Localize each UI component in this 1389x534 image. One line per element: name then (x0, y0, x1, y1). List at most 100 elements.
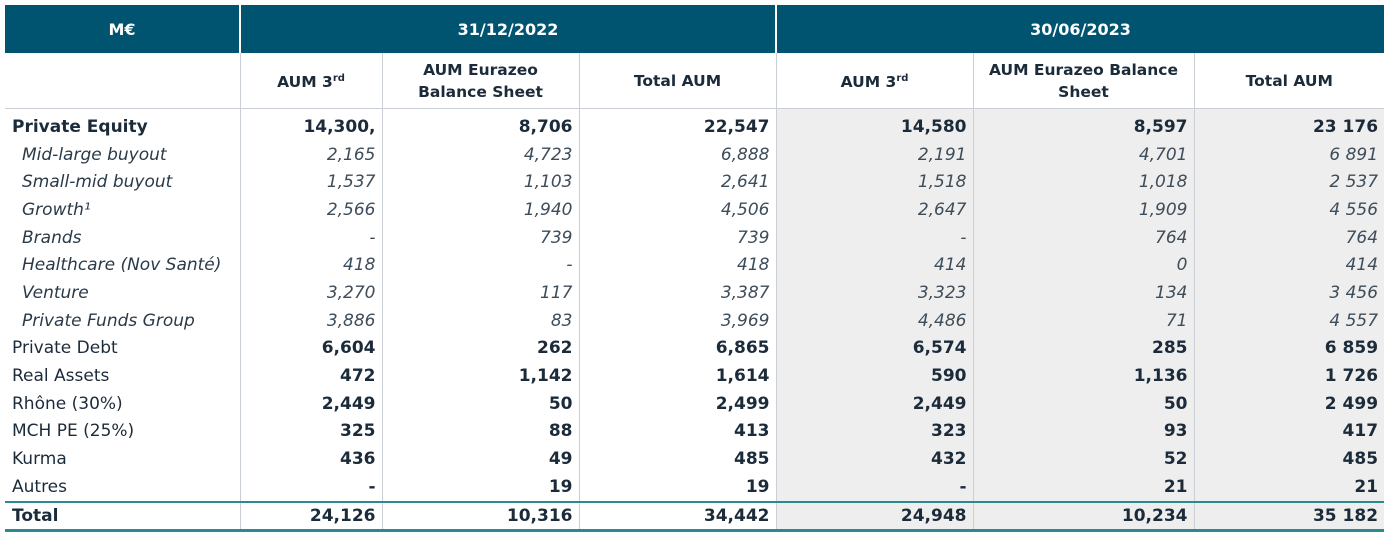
value-cell: 88 (382, 417, 580, 446)
table-row: Autres -19 19-21 21 (5, 472, 1385, 502)
value-cell: 2,566 (240, 196, 383, 224)
value-cell: 6 891 (1194, 140, 1385, 169)
value-cell: 590 (776, 362, 974, 390)
row-label: Kurma (5, 445, 241, 473)
row-label: Autres (5, 472, 241, 502)
value-cell: 6,574 (776, 334, 974, 363)
value-cell: 83 (382, 306, 580, 335)
value-cell: 323 (776, 417, 974, 446)
row-label: Private Debt (5, 334, 241, 363)
value-cell: 4,701 (973, 140, 1195, 169)
value-cell: 1,940 (382, 196, 580, 224)
value-cell: 3,387 (579, 279, 777, 307)
value-cell: 3,270 (240, 279, 383, 307)
value-cell: 3,323 (776, 279, 974, 307)
row-label: Mid-large buyout (5, 140, 241, 169)
value-cell: 414 (1194, 251, 1385, 280)
table-row: Mid-large buyout 2,165 4,723 6,888 2,191 4,70… (5, 140, 1385, 169)
value-cell: 19 (579, 472, 777, 502)
value-cell: 2,647 (776, 196, 974, 224)
value-cell: 3,969 (579, 306, 777, 335)
aum-table-container: M€ 31/12/2022 30/06/2023 AUM 3rd AUM Eur… (5, 5, 1385, 532)
value-cell: 485 (1194, 445, 1385, 473)
value-cell: 3,886 (240, 306, 383, 335)
value-cell: - (382, 251, 580, 280)
value-cell: 14,300, (240, 108, 383, 141)
col-header-balance-2023: AUM Eurazeo Balance Sheet (973, 53, 1195, 109)
row-label: Total (5, 500, 241, 532)
value-cell: 50 (382, 389, 580, 418)
value-cell: 417 (1194, 417, 1385, 446)
value-cell: 2,449 (776, 389, 974, 418)
value-cell: 262 (382, 334, 580, 363)
value-cell: 117 (382, 279, 580, 307)
col-header-aum3-2023: AUM 3rd (776, 53, 974, 109)
table-row: Total 24,126 10,316 34,442 24,948 10,234 35 18… (5, 500, 1385, 532)
col-header-total-2023: Total AUM (1194, 53, 1385, 109)
value-cell: - (776, 223, 974, 252)
table-row: Rhône (30%) 2,449 50 2,499 2,449 50 2 499 (5, 389, 1385, 418)
value-cell: 1,537 (240, 168, 383, 197)
value-cell: 2,165 (240, 140, 383, 169)
value-cell: 52 (973, 445, 1195, 473)
value-cell: 6 859 (1194, 334, 1385, 363)
value-cell: 2 537 (1194, 168, 1385, 197)
value-cell: 325 (240, 417, 383, 446)
value-cell: 4 556 (1194, 196, 1385, 224)
value-cell: 34,442 (579, 500, 777, 532)
value-cell: - (240, 223, 383, 252)
value-cell: 4,506 (579, 196, 777, 224)
table-row: Private Equity 14,300, 8,706 22,547 14,580 8,… (5, 108, 1385, 141)
value-cell: 8,597 (973, 108, 1195, 141)
value-cell: 22,547 (579, 108, 777, 141)
table-row: MCH PE (25%) 325 88 413 323 93 417 (5, 417, 1385, 446)
value-cell: 19 (382, 472, 580, 502)
row-label: Growth¹ (5, 196, 241, 224)
table-row: Private Funds Group 3,886 83 3,969 4,486 71 4 … (5, 306, 1385, 335)
value-cell: 414 (776, 251, 974, 280)
value-cell: 2,191 (776, 140, 974, 169)
value-cell: 23 176 (1194, 108, 1385, 141)
value-cell: 134 (973, 279, 1195, 307)
row-label: Real Assets (5, 362, 241, 390)
value-cell: 285 (973, 334, 1195, 363)
value-cell: 1 726 (1194, 362, 1385, 390)
value-cell: 24,126 (240, 500, 383, 532)
value-cell: - (776, 472, 974, 502)
table-row: Brands -739 739-764 764 (5, 223, 1385, 252)
table-row: Healthcare (Nov Santé) 418-418 414 0 414 (5, 251, 1385, 280)
period-header-row: M€ 31/12/2022 30/06/2023 (5, 5, 1385, 53)
value-cell: 1,103 (382, 168, 580, 197)
value-cell: 6,604 (240, 334, 383, 363)
row-label: Private Equity (5, 108, 241, 141)
row-label: Private Funds Group (5, 306, 241, 335)
col-header-total-2022: Total AUM (579, 53, 777, 109)
value-cell: 2,499 (579, 389, 777, 418)
value-cell: 1,136 (973, 362, 1195, 390)
value-cell: 50 (973, 389, 1195, 418)
value-cell: 6,888 (579, 140, 777, 169)
row-label: Venture (5, 279, 241, 307)
value-cell: 21 (1194, 472, 1385, 502)
value-cell: 14,580 (776, 108, 974, 141)
value-cell: 413 (579, 417, 777, 446)
value-cell: 4 557 (1194, 306, 1385, 335)
value-cell: 1,909 (973, 196, 1195, 224)
value-cell: 1,518 (776, 168, 974, 197)
value-cell: 739 (382, 223, 580, 252)
value-cell: 1,142 (382, 362, 580, 390)
value-cell: 485 (579, 445, 777, 473)
value-cell: 432 (776, 445, 974, 473)
period-header-2023: 30/06/2023 (776, 5, 1385, 53)
value-cell: 10,316 (382, 500, 580, 532)
value-cell: 2,641 (579, 168, 777, 197)
table-body: Private Equity 14,300, 8,706 22,547 14,580 8,… (5, 108, 1385, 532)
aum-table: M€ 31/12/2022 30/06/2023 AUM 3rd AUM Eur… (5, 5, 1385, 532)
value-cell: 71 (973, 306, 1195, 335)
value-cell: 418 (579, 251, 777, 280)
value-cell: 49 (382, 445, 580, 473)
table-row: Growth¹ 2,566 1,940 4,506 2,647 1,909 4 556 (5, 196, 1385, 224)
table-row: Real Assets 472 1,142 1,614 590 1,136 1 726 (5, 362, 1385, 390)
value-cell: 2,449 (240, 389, 383, 418)
period-header-2022: 31/12/2022 (240, 5, 777, 53)
